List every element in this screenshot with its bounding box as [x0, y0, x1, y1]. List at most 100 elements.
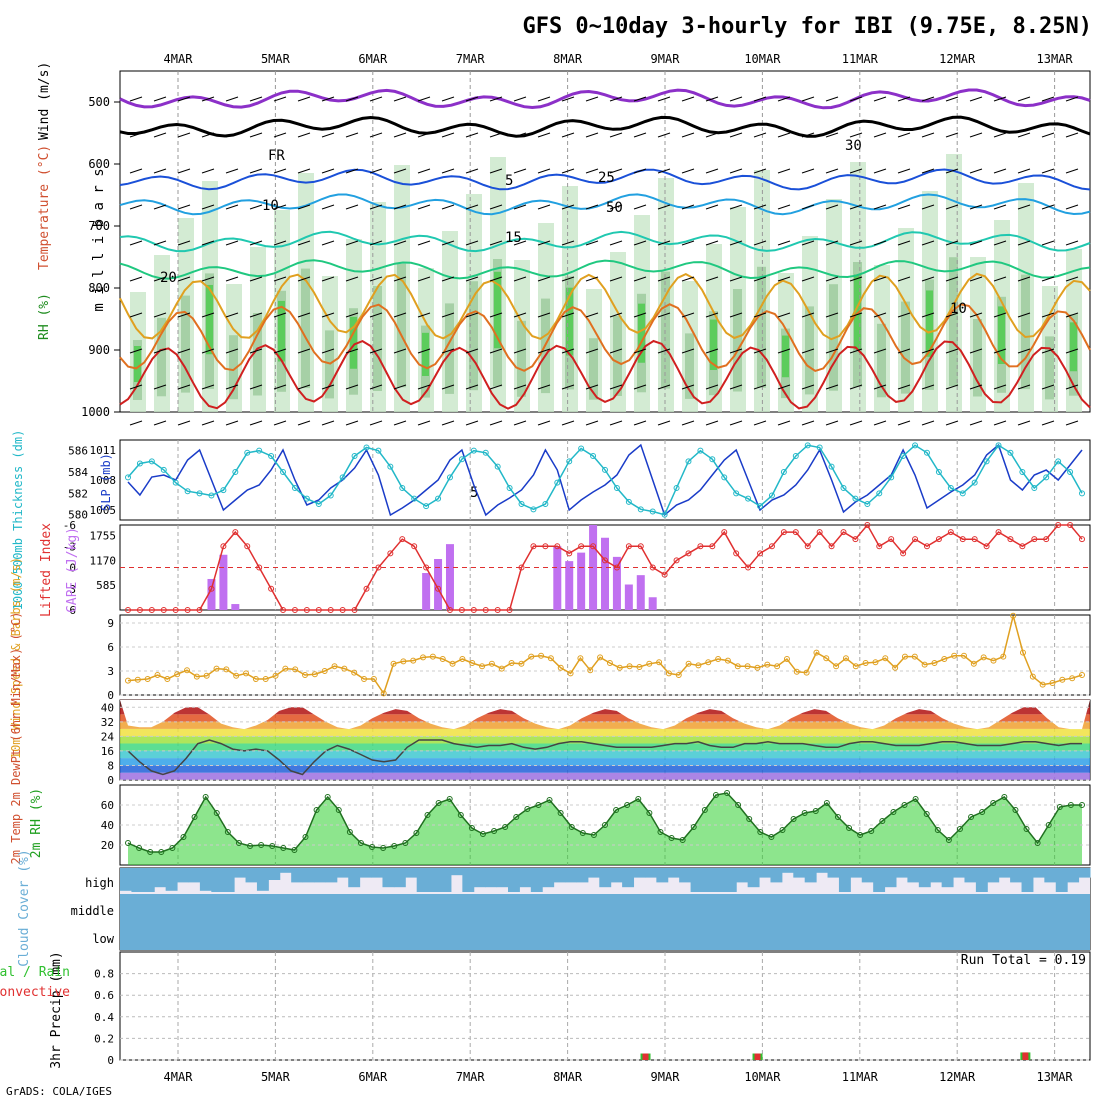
- wind-barb: [777, 168, 791, 174]
- wind-barb: [513, 168, 527, 174]
- wind-barb: [969, 312, 983, 318]
- data-point: [566, 550, 573, 557]
- wind-barb: [369, 240, 383, 246]
- data-point: [912, 442, 919, 449]
- wind-barb: [345, 168, 359, 174]
- wind-barb: [753, 240, 767, 246]
- wind-barb: [513, 312, 527, 318]
- precip-convective-bar: [754, 1053, 761, 1060]
- high-cloud-bar: [656, 868, 669, 883]
- wind-barb: [273, 276, 287, 282]
- data-point: [302, 834, 309, 840]
- temp2m-ylabel: 2m Temp 2m DewPt (6hr Min/Max) (°C): [9, 612, 23, 865]
- rh-shade: [469, 281, 478, 391]
- wind-barb: [777, 384, 791, 390]
- wind-barb: [465, 420, 479, 426]
- wind-barb: [297, 384, 311, 390]
- temp-band: [120, 728, 1090, 737]
- wind-barb: [801, 420, 815, 426]
- wind-barb: [1065, 384, 1079, 390]
- wind-barb: [465, 132, 479, 138]
- high-cloud-bar: [690, 868, 703, 892]
- wind-barb: [417, 348, 431, 354]
- wind-barb: [777, 204, 791, 210]
- wind-barb: [441, 96, 455, 102]
- wind-barb: [513, 204, 527, 210]
- wind-barb: [825, 312, 839, 318]
- wind-barb: [297, 240, 311, 246]
- wind-barb: [753, 132, 767, 138]
- wind-barb: [1017, 168, 1031, 174]
- wind-barb: [369, 132, 383, 138]
- data-point: [956, 826, 963, 832]
- wind-barb: [609, 132, 623, 138]
- data-point: [804, 543, 811, 550]
- high-cloud-bar: [325, 868, 338, 883]
- wind-barb: [393, 168, 407, 174]
- wind-barb: [969, 168, 983, 174]
- wind-barb: [1041, 96, 1055, 102]
- wind-barb: [993, 384, 1007, 390]
- wind-barb: [993, 348, 1007, 354]
- wind-barb: [153, 276, 167, 282]
- data-point: [888, 536, 895, 543]
- wind-barb: [681, 132, 695, 138]
- high-cloud-bar: [1055, 868, 1068, 892]
- data-point: [351, 669, 358, 676]
- contour-label: 15: [505, 230, 522, 246]
- data-point: [191, 814, 198, 820]
- wind-barb: [777, 240, 791, 246]
- wind-barb: [609, 204, 623, 210]
- wind-barb: [489, 312, 503, 318]
- data-point: [840, 485, 847, 491]
- cloud-row-label: high: [85, 876, 114, 890]
- wind-barb: [585, 420, 599, 426]
- wind-barb: [873, 204, 887, 210]
- contour-label: 25: [598, 170, 615, 186]
- rh-shade: [373, 286, 382, 391]
- data-point: [900, 453, 907, 459]
- cape-bar: [565, 561, 574, 610]
- wind-barb: [297, 168, 311, 174]
- data-point: [823, 800, 830, 806]
- high-cloud-bar: [348, 868, 361, 888]
- data-point: [498, 665, 505, 672]
- wind-barb: [249, 384, 263, 390]
- wind-barb: [729, 384, 743, 390]
- wind-barb: [1041, 312, 1055, 318]
- high-cloud-bar: [314, 868, 326, 883]
- data-point: [1079, 672, 1085, 678]
- li-tick: 3: [69, 583, 76, 596]
- data-point: [557, 664, 564, 671]
- wind-barb: [249, 348, 263, 354]
- wind-barb: [897, 240, 911, 246]
- wind-barb: [585, 276, 599, 282]
- data-point: [646, 810, 653, 816]
- thickness-ylabel: 1000-500mb Thickness (dm): [11, 430, 25, 611]
- wind-barb: [681, 240, 695, 246]
- data-point: [813, 649, 820, 656]
- data-point: [587, 667, 594, 674]
- data-point: [882, 655, 889, 662]
- wind-barb: [729, 204, 743, 210]
- wind-barb: [897, 312, 911, 318]
- cape-tick: 585: [96, 579, 116, 592]
- data-point: [971, 479, 978, 486]
- wind-barb: [201, 348, 215, 354]
- wind-barb: [825, 96, 839, 102]
- wind-barb: [873, 240, 887, 246]
- data-point: [890, 809, 897, 815]
- data-point: [423, 564, 430, 571]
- high-cloud-bar: [1032, 868, 1045, 878]
- cape-bar: [422, 573, 431, 610]
- data-point: [816, 529, 823, 536]
- data-point: [518, 501, 525, 507]
- wind-barb: [345, 276, 359, 282]
- wind-barb: [561, 132, 575, 138]
- wind-barb: [945, 384, 959, 390]
- cape-bar: [577, 552, 586, 610]
- data-point: [458, 456, 465, 463]
- wind-barb: [561, 240, 575, 246]
- wind-barb: [177, 240, 191, 246]
- wind-barb: [369, 384, 383, 390]
